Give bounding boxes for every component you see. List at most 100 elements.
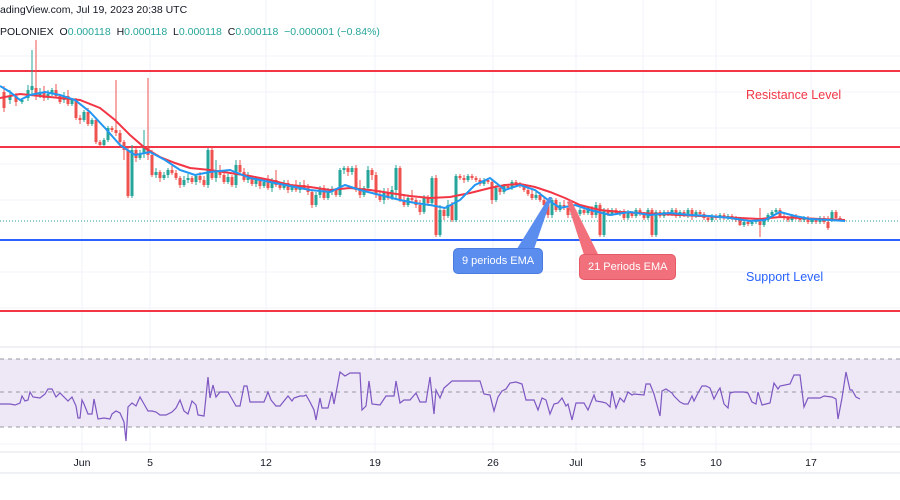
candle-body [270,180,274,188]
candle-body [34,88,38,96]
candle-body [106,128,110,140]
ema21-callout[interactable]: 21 Periods EMA [579,254,677,280]
candle-body [174,173,178,178]
candle-body [418,205,422,212]
candle-body [474,178,478,180]
candle-body [250,178,254,184]
candle-body [378,195,382,200]
candle-body [20,100,24,102]
close-value: 0.000118 [235,26,279,38]
candle-body [186,178,190,180]
candle-body [290,186,294,190]
candle-body [402,200,406,205]
candle-body [82,112,86,120]
candle-body [130,150,134,196]
candle-body [482,180,486,184]
candle-body [546,205,550,215]
resistance-level-label[interactable]: Resistance Level [746,88,842,102]
candle-body [650,210,654,235]
ema-9-line [0,85,846,223]
candle-body [602,210,606,235]
price-change: −0.000001 (−0.84%) [284,26,380,38]
high-value: 0.000118 [124,26,168,38]
candle-body [742,222,746,225]
candle-body [746,222,750,224]
candle-body [214,170,218,178]
candle-body [774,210,778,212]
candle-body [110,128,114,130]
time-axis-tick-label: 10 [710,457,722,469]
candle-body [626,213,630,218]
candle-body [54,90,58,96]
candle-body [346,168,350,172]
candle-body [442,210,446,216]
ema9-callout[interactable]: 9 periods EMA [453,248,544,274]
candle-body [710,216,714,220]
support-resistance-lines[interactable] [0,70,900,312]
candle-body [94,120,98,142]
candle-body [694,212,698,216]
candle-body [190,178,194,182]
candle-body [530,194,534,198]
candle-body [210,150,214,178]
candle-body [598,205,602,235]
candle-body [526,190,530,194]
candle-body [642,214,646,218]
time-axis-tick-label: Jun [73,457,91,469]
candle-body [654,212,658,235]
candle-body [154,172,158,175]
candle-body [2,92,6,108]
candle-body [630,213,634,216]
candle-body [814,220,818,222]
candle-body [770,212,774,215]
candle-body [118,133,122,142]
candle-body [762,220,766,225]
candle-body [170,170,174,173]
candle-body [98,142,102,145]
candle-body [830,212,834,220]
open-label: O [59,26,68,38]
candle-body [366,170,370,188]
support-level-label[interactable]: Support Level [746,270,824,284]
rsi-band [0,359,900,427]
candle-body [30,86,34,90]
candle-body [230,177,234,185]
candle-body [386,192,390,198]
candle-body [470,176,474,178]
open-value: 0.000118 [67,26,111,38]
candle-body [522,186,526,190]
time-axis-tick-label: 5 [640,457,646,469]
high-label: H [116,26,125,38]
candle-body [14,96,18,102]
candle-body [102,140,106,145]
candle-body [258,180,262,186]
candle-body [586,208,590,213]
candle-body [8,96,12,100]
candle-body [606,210,610,214]
candle-body [438,210,442,235]
candle-body [622,211,626,218]
candle-body [354,168,358,190]
candle-body [162,175,166,178]
candle-body [70,100,74,104]
candle-body [166,170,170,175]
candle-body [690,210,694,216]
candle-body [138,154,142,158]
candle-body [234,165,238,185]
candle-body [326,192,330,198]
chart-watermark-title: adingView.com, Jul 19, 2023 20:38 UTC [0,4,188,16]
candle-body [538,195,542,200]
candle-body [278,185,282,188]
candle-body [202,180,206,185]
candle-body [410,198,414,200]
candle-body [50,90,54,94]
candle-body [238,165,242,172]
candle-body [758,220,762,225]
candle-body [114,130,118,133]
candle-body [706,218,710,220]
candle-body [66,96,70,104]
time-axis-tick-label: 12 [260,457,272,469]
candle-body [454,176,458,220]
low-label: L [173,26,179,38]
